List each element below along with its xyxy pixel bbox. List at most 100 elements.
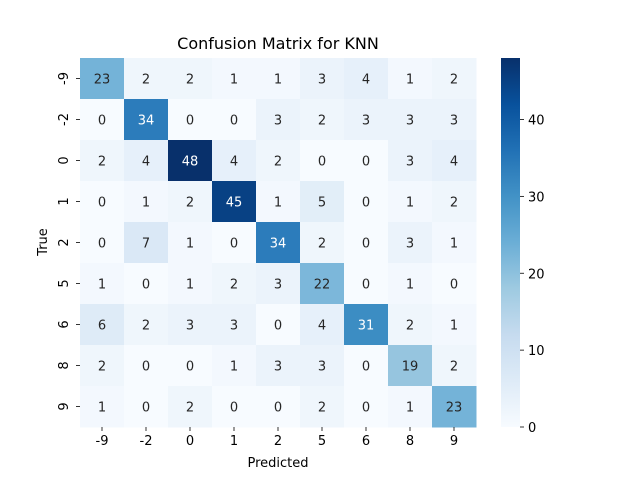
cell-value-label: 0 — [186, 360, 194, 375]
heatmap-cell — [300, 140, 345, 182]
heatmap-cell — [300, 386, 345, 428]
heatmap-cell — [300, 181, 345, 223]
heatmap-cell — [80, 304, 125, 346]
cell-value-label: 1 — [186, 237, 194, 252]
cell-value-label: 1 — [406, 401, 414, 416]
cell-value-label: 0 — [230, 401, 238, 416]
heatmap-cell — [168, 386, 213, 428]
cell-value-label: 0 — [450, 278, 458, 293]
cell-value-label: 3 — [274, 278, 282, 293]
cell-value-label: 2 — [406, 319, 414, 334]
heatmap-cell — [256, 345, 301, 387]
cell-value-label: 2 — [186, 196, 194, 211]
y-axis: -9 -2 0 1 2 5 6 8 9 — [57, 72, 80, 411]
heatmap-cell — [388, 345, 433, 387]
y-tick-label: -9 — [57, 72, 72, 85]
x-tick-label: 1 — [230, 434, 238, 449]
heatmap-cell — [432, 181, 477, 223]
heatmap-cell — [388, 263, 433, 305]
heatmap-cell — [388, 222, 433, 264]
heatmap-cell — [344, 263, 389, 305]
cell-value-label: 1 — [274, 73, 282, 88]
cell-value-label: 0 — [362, 155, 370, 170]
colorbar-tick-label: 0 — [528, 421, 536, 436]
cell-value-label: 0 — [230, 114, 238, 129]
x-axis-label: Predicted — [247, 456, 308, 471]
cell-value-label: 0 — [142, 360, 150, 375]
heatmap-cell — [168, 263, 213, 305]
cell-value-label: 2 — [98, 155, 106, 170]
cell-value-label: 0 — [98, 237, 106, 252]
heatmap-cell — [212, 386, 257, 428]
cell-value-label: 4 — [230, 155, 238, 170]
heatmap-cell — [432, 58, 477, 100]
heatmap-cell — [256, 263, 301, 305]
cell-value-label: 1 — [98, 278, 106, 293]
heatmap-cell — [212, 263, 257, 305]
y-tick-label: 6 — [57, 320, 72, 328]
heatmap-cell — [212, 58, 257, 100]
cell-value-label: 0 — [362, 196, 370, 211]
heatmap-cell — [388, 58, 433, 100]
heatmap-cell — [124, 345, 169, 387]
cell-value-label: 2 — [186, 73, 194, 88]
heatmap-cell — [432, 99, 477, 141]
cell-value-label: 3 — [318, 360, 326, 375]
heatmap-cell — [80, 99, 125, 141]
heatmap-cell — [124, 386, 169, 428]
x-tick-label: 6 — [362, 434, 370, 449]
cell-value-label: 2 — [318, 237, 326, 252]
cell-value-label: 0 — [186, 114, 194, 129]
cell-value-label: 0 — [230, 237, 238, 252]
cell-value-label: 0 — [362, 360, 370, 375]
heatmap-cell — [300, 58, 345, 100]
cell-value-label: 7 — [142, 237, 150, 252]
cell-value-label: 0 — [98, 196, 106, 211]
cell-value-label: 34 — [270, 237, 287, 252]
cell-value-label: 2 — [98, 360, 106, 375]
heatmap-cell — [256, 140, 301, 182]
heatmap-cell — [432, 386, 477, 428]
cell-value-label: 5 — [318, 196, 326, 211]
cell-value-label: 23 — [446, 401, 463, 416]
cell-value-label: 0 — [362, 401, 370, 416]
cell-value-label: 22 — [314, 278, 331, 293]
heatmap-cell — [80, 181, 125, 223]
heatmap-cell — [80, 58, 125, 100]
heatmap-cell — [388, 304, 433, 346]
colorbar-tick-label: 40 — [528, 114, 545, 129]
cell-value-label: 0 — [318, 155, 326, 170]
heatmap-cell — [124, 181, 169, 223]
x-tick-label: 2 — [274, 434, 282, 449]
heatmap-cell — [432, 140, 477, 182]
cell-value-label: 2 — [186, 401, 194, 416]
heatmap-cell — [124, 99, 169, 141]
cell-value-label: 3 — [186, 319, 194, 334]
heatmap-cell — [124, 263, 169, 305]
heatmap-cell — [256, 181, 301, 223]
cell-value-label: 4 — [450, 155, 458, 170]
cell-value-label: 3 — [406, 237, 414, 252]
cell-value-label: 3 — [362, 114, 370, 129]
cell-value-label: 1 — [186, 278, 194, 293]
cell-value-label: 1 — [450, 319, 458, 334]
cell-value-label: 0 — [362, 278, 370, 293]
colorbar-gradient — [501, 58, 520, 427]
cell-value-label: 1 — [274, 196, 282, 211]
y-tick-label: 8 — [57, 361, 72, 369]
colorbar: 0 10 20 30 40 — [501, 58, 545, 436]
colorbar-tick-label: 20 — [528, 267, 545, 282]
heatmap-cell — [432, 304, 477, 346]
cell-value-label: 3 — [406, 155, 414, 170]
cell-value-label: 2 — [450, 360, 458, 375]
y-tick-label: 0 — [57, 156, 72, 164]
cell-value-label: 0 — [362, 237, 370, 252]
cell-value-label: 2 — [230, 278, 238, 293]
cell-value-label: 34 — [138, 114, 155, 129]
heatmap-cell — [256, 99, 301, 141]
x-tick-label: 0 — [186, 434, 194, 449]
heatmap-cell — [388, 181, 433, 223]
cell-value-label: 1 — [406, 73, 414, 88]
cell-value-label: 0 — [98, 114, 106, 129]
cell-value-label: 1 — [406, 196, 414, 211]
